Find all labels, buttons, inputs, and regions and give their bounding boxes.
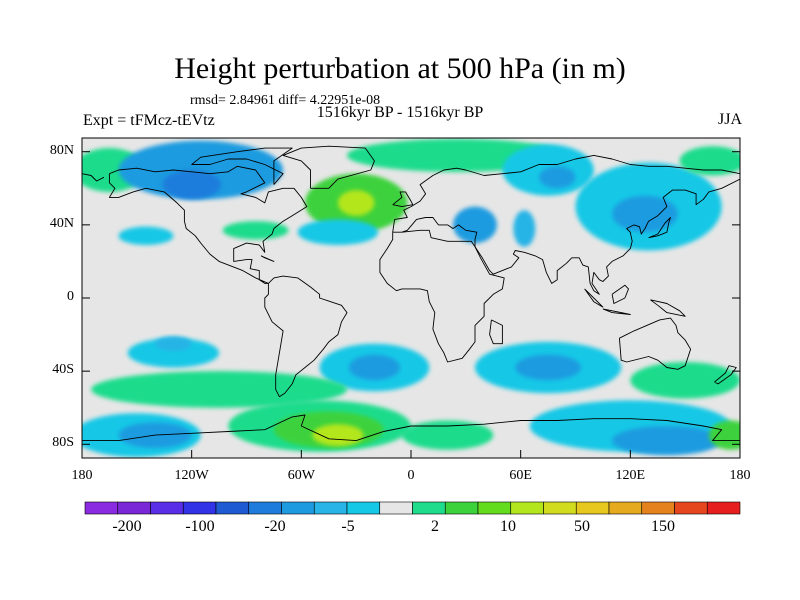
coastline	[82, 414, 740, 442]
colorbar-swatch	[412, 501, 446, 515]
anomaly-region	[513, 210, 536, 247]
colorbar-label: -200	[112, 518, 142, 535]
lat-tick-label: 80S	[52, 435, 74, 451]
anomaly-region	[127, 338, 220, 368]
coastline	[264, 275, 348, 398]
colorbar-label: -100	[185, 518, 215, 535]
anomaly-region	[630, 362, 740, 399]
colorbar-label: -20	[264, 518, 286, 535]
colorbar-swatch	[706, 501, 741, 515]
anomaly-region	[337, 190, 375, 216]
colorbar-label: -5	[341, 518, 355, 535]
coastline	[401, 178, 740, 295]
colorbar-swatch	[510, 501, 544, 515]
colorbar-swatch	[674, 501, 708, 515]
axis-ticks	[81, 151, 741, 458]
coastlines	[82, 145, 740, 442]
coastline	[611, 284, 629, 304]
colorbar-swatch	[84, 501, 119, 515]
coastline	[648, 217, 671, 239]
colorbar-swatch	[150, 501, 184, 515]
anomaly-contours	[82, 138, 740, 458]
colorbar-swatch	[215, 501, 250, 515]
lat-tick-label: 80N	[49, 142, 74, 158]
anomaly-region	[155, 336, 192, 352]
colorbar-swatch	[248, 501, 282, 515]
anomaly-region	[222, 221, 289, 240]
colorbar-label: 10	[500, 518, 516, 535]
colorbar-label: 2	[431, 518, 439, 535]
lon-tick-label: 180	[71, 468, 93, 483]
coastline	[392, 191, 414, 208]
lon-tick-label: 60E	[509, 468, 532, 483]
anomaly-region	[453, 206, 497, 244]
anomaly-region	[612, 426, 722, 456]
season-label: JJA	[717, 111, 742, 128]
experiment-label: Expt = tFMcz-tEVtz	[83, 112, 215, 129]
colorbar-swatch	[379, 501, 413, 515]
lon-tick-label: 120W	[174, 468, 209, 483]
anomaly-region	[708, 420, 740, 450]
anomaly-region	[612, 195, 678, 233]
colorbar-swatch	[641, 501, 675, 515]
coastline	[260, 255, 275, 262]
coastline	[282, 145, 375, 189]
colorbar-label: 50	[574, 518, 590, 535]
colorbar-swatch	[543, 501, 577, 515]
anomaly-region	[515, 354, 581, 381]
anomaly-region	[679, 146, 740, 176]
anomaly-region	[118, 140, 284, 200]
colorbar-label: 150	[651, 518, 675, 535]
anomaly-region	[401, 420, 494, 450]
colorbar-swatch	[444, 501, 479, 515]
colorbar-swatch	[346, 501, 381, 515]
lat-tick-label: 0	[67, 289, 74, 304]
rmsd-diff-stats: rmsd= 2.84961 diff= 4.22951e-08	[190, 93, 381, 108]
coastline	[82, 173, 105, 182]
anomaly-region	[118, 226, 174, 245]
anomaly-region	[348, 354, 401, 381]
anomaly-region	[91, 371, 348, 408]
coastline	[618, 317, 692, 370]
coastline	[108, 165, 308, 284]
colorbar	[84, 501, 741, 515]
coastline	[379, 229, 505, 363]
coastline	[602, 308, 631, 315]
coastline	[714, 365, 737, 385]
lat-tick-label: 40S	[52, 362, 74, 378]
anomaly-region	[162, 170, 221, 200]
coastline	[650, 299, 686, 317]
coastline	[489, 319, 503, 345]
chart-title: Height perturbation at 500 hPa (in m)	[174, 52, 626, 85]
lat-tick-label: 40N	[49, 215, 74, 231]
coastline	[392, 154, 740, 233]
colorbar-swatch	[313, 501, 348, 515]
colorbar-swatch	[281, 501, 315, 515]
period-label: 1516kyr BP - 1516kyr BP	[316, 104, 484, 121]
colorbar-swatch	[477, 501, 512, 515]
coastline	[584, 288, 604, 308]
lon-tick-label: 180	[729, 468, 751, 483]
lon-tick-label: 0	[407, 468, 415, 483]
colorbar-swatch	[575, 501, 610, 515]
lon-tick-label: 120E	[615, 468, 646, 483]
anomaly-region	[297, 219, 379, 245]
lon-tick-label: 60W	[287, 468, 315, 483]
colorbar-swatch	[117, 501, 151, 515]
coastline	[191, 147, 293, 185]
anomaly-region	[538, 166, 576, 189]
colorbar-swatch	[182, 501, 217, 515]
colorbar-swatch	[608, 501, 643, 515]
